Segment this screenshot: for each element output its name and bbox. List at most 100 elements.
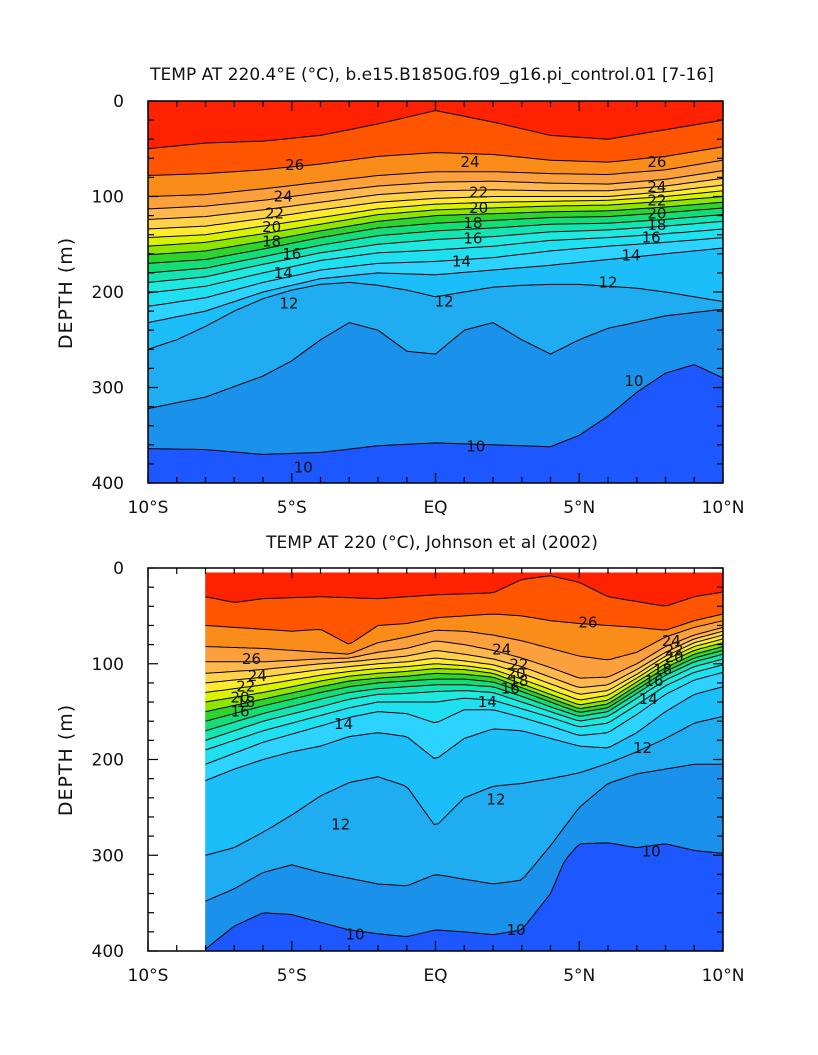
contour-label: 14: [639, 690, 658, 708]
isotherm-27: [205, 575, 724, 607]
y-tick-label: 300: [92, 379, 124, 399]
contour-label: 24: [647, 178, 666, 196]
isotherm-24: [205, 626, 724, 679]
contour-label: 18: [653, 660, 672, 678]
contour-label: 22: [647, 191, 666, 209]
panel-title: TEMP AT 220 (°C), Johnson et al (2002): [265, 533, 598, 553]
isotherm-14: [147, 237, 724, 307]
contour-label: 18: [647, 216, 666, 234]
isotherm-19: [205, 646, 724, 713]
y-tick-label: 0: [113, 92, 124, 112]
contour-label: 24: [492, 640, 511, 658]
contour-label: 14: [452, 252, 471, 270]
isotherm-18: [147, 207, 724, 264]
panel-model: TEMP AT 220.4°E (°C), b.e15.B1850G.f09_g…: [55, 65, 744, 518]
isotherm-10: [205, 842, 724, 950]
y-tick-label: 300: [92, 846, 124, 866]
contour-label: 22: [509, 656, 528, 674]
isotherm-15: [205, 664, 724, 751]
contour-label: 26: [647, 153, 666, 171]
x-tick-label: 5°S: [277, 498, 307, 518]
contour-label: 24: [248, 667, 267, 685]
y-tick-label: 400: [92, 474, 124, 494]
isotherm-13: [147, 247, 724, 324]
contour-label: 10: [294, 459, 313, 477]
isotherm-23: [205, 630, 724, 689]
contour-label: 14: [478, 693, 497, 711]
contour-label: 20: [230, 688, 249, 706]
contour-label: 24: [274, 188, 293, 206]
y-tick-label: 200: [92, 751, 124, 771]
x-tick-label: 5°N: [563, 966, 595, 986]
isotherm-16: [205, 658, 724, 741]
contour-lines: [147, 109, 724, 455]
y-tick-label: 200: [92, 283, 124, 303]
isotherm-12: [205, 715, 724, 856]
contour-label: 12: [435, 293, 454, 311]
x-tick-label: 10°N: [702, 498, 745, 518]
contour-label: 24: [460, 153, 479, 171]
x-tick-label: 10°S: [128, 966, 169, 986]
contour-label: 20: [506, 664, 525, 682]
contour-label: 22: [665, 641, 684, 659]
isotherm-17: [147, 214, 724, 274]
contour-labels: 2624222018161412242220181614121010262422…: [262, 153, 666, 477]
isotherm-11: [205, 763, 723, 902]
contour-label: 18: [236, 693, 255, 711]
isotherm-15: [147, 228, 724, 294]
isotherm-17: [205, 653, 724, 732]
y-tick-label: 100: [92, 655, 124, 675]
x-tick-label: EQ: [423, 498, 447, 518]
contour-label: 16: [230, 703, 249, 721]
isotherm-11: [147, 308, 724, 409]
contour-label: 22: [236, 678, 255, 696]
contour-label: 14: [621, 247, 640, 265]
contour-label: 10: [466, 438, 485, 456]
y-tick-label: 400: [92, 942, 124, 962]
isotherm-25: [205, 620, 724, 661]
plot-area: [205, 572, 724, 952]
isotherm-20: [147, 196, 724, 247]
contour-label: 20: [262, 218, 281, 236]
contour-label: 14: [274, 264, 293, 282]
contour-label: 12: [331, 816, 350, 834]
axes: 10°S 5°S EQ 5°N 10°N 0 100 200 300 400: [92, 559, 745, 986]
contour-lines: [205, 575, 724, 950]
isotherm-18: [205, 649, 724, 722]
isotherm-26: [205, 613, 724, 645]
contour-label: 16: [282, 245, 301, 263]
isotherm-12: [147, 281, 724, 350]
contour-label: 18: [463, 214, 482, 232]
x-tick-label: EQ: [423, 966, 447, 986]
contour-label: 24: [662, 632, 681, 650]
contour-label: 16: [463, 230, 482, 248]
contour-label: 10: [506, 921, 525, 939]
contour-label: 20: [647, 205, 666, 223]
isotherm-21: [147, 190, 724, 239]
contour-label: 12: [633, 739, 652, 757]
contour-label: 18: [509, 672, 528, 690]
contour-label: 16: [644, 672, 663, 690]
contour-label: 10: [642, 842, 661, 860]
contour-labels: 2624222018161412102422201816141210262422…: [230, 614, 683, 944]
isotherm-20: [205, 642, 724, 706]
contour-label: 12: [598, 273, 617, 291]
x-tick-label: 10°S: [128, 498, 169, 518]
contour-label: 16: [501, 680, 520, 698]
contour-label: 18: [262, 232, 281, 250]
contour-label: 14: [334, 715, 353, 733]
x-tick-label: 10°N: [702, 966, 745, 986]
isotherm-16: [147, 220, 724, 283]
panel-observations: TEMP AT 220 (°C), Johnson et al (2002) 2…: [55, 533, 744, 986]
y-tick-label: 100: [92, 188, 124, 208]
x-tick-label: 5°S: [277, 966, 307, 986]
y-axis-label: DEPTH (m): [55, 704, 77, 816]
isotherm-21: [205, 638, 724, 701]
isotherm-14: [205, 671, 724, 765]
contour-label: 22: [469, 184, 488, 202]
contour-label: 16: [642, 229, 661, 247]
contour-label: 20: [665, 648, 684, 666]
x-tick-label: 5°N: [563, 498, 595, 518]
isotherm-25: [147, 159, 724, 197]
isotherm-26: [147, 146, 724, 176]
